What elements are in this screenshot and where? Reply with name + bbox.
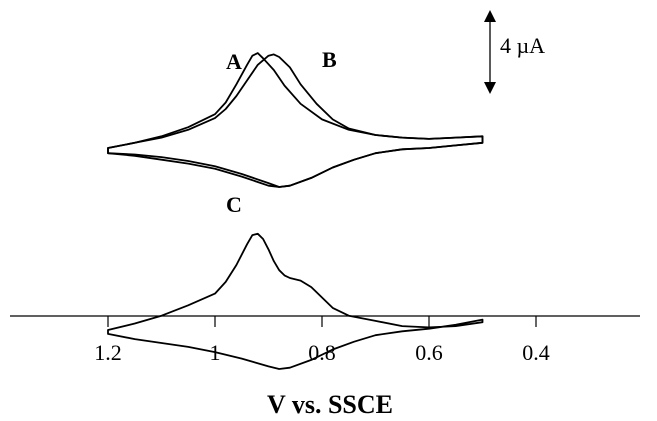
x-axis-title: V vs. SSCE	[267, 390, 393, 419]
x-tick-label: 0.4	[522, 340, 550, 365]
curve-label-a: A	[226, 49, 242, 74]
x-tick-label: 1.2	[94, 340, 122, 365]
curve-label-b: B	[322, 47, 337, 72]
scale-bar-arrow-up-icon	[484, 10, 496, 22]
curve-label-c: C	[226, 192, 242, 217]
curves-layer	[107, 52, 484, 370]
voltammogram-curve-c	[107, 232, 484, 370]
scale-bar-label: 4 µA	[500, 33, 545, 58]
x-tick-label: 0.6	[415, 340, 443, 365]
scale-bar: 4 µA	[484, 10, 545, 94]
voltammogram-curve-a	[107, 52, 484, 188]
voltammogram-curve-b	[107, 53, 484, 188]
x-tick-label: 1	[210, 340, 221, 365]
x-axis: 1.2 1 0.8 0.6 0.4	[10, 315, 640, 365]
curve-labels: A B C	[226, 47, 337, 217]
x-tick-label: 0.8	[308, 340, 336, 365]
scale-bar-arrow-down-icon	[484, 82, 496, 94]
